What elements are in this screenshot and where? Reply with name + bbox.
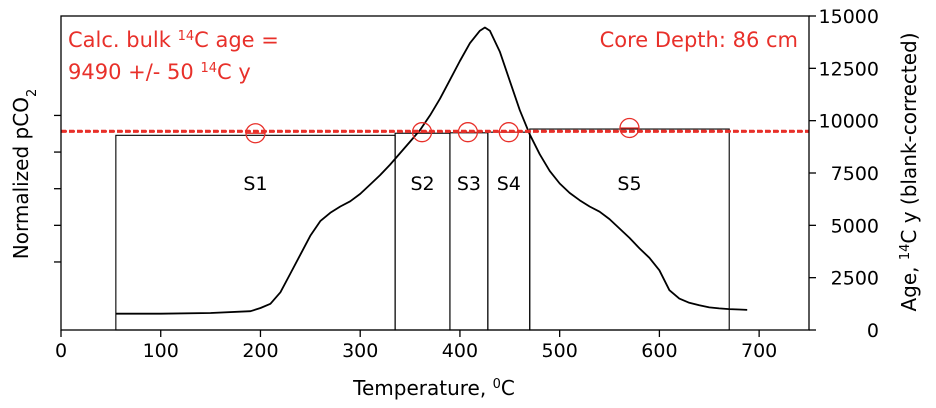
fraction-marker bbox=[619, 117, 640, 139]
bulk-age-annotation-line2: 9490 +/- 50 14C y bbox=[68, 60, 251, 84]
y-right-tick-label: 2500 bbox=[831, 268, 879, 290]
fraction-box bbox=[394, 132, 451, 331]
y-axis-right: 0 2500 5000 7500 10000 12500 15000 bbox=[809, 6, 879, 342]
fraction-label: S4 bbox=[497, 173, 521, 195]
fraction-label: S2 bbox=[410, 173, 434, 195]
x-axis-label: Temperature, 0C bbox=[352, 376, 515, 400]
fraction-labels: S1 S2 S3 S4 S5 bbox=[243, 173, 641, 195]
pco2-curve-layer bbox=[115, 26, 748, 315]
y-right-tick-label: 12500 bbox=[819, 58, 879, 80]
x-tick-label: 0 bbox=[55, 340, 67, 362]
y-right-tick-label: 7500 bbox=[831, 163, 879, 185]
y-axis-left bbox=[54, 114, 61, 263]
bulk-age-line-layer bbox=[61, 129, 809, 133]
x-tick-label: 100 bbox=[143, 340, 179, 362]
fraction-box bbox=[115, 134, 396, 331]
y-right-tick-label: 15000 bbox=[819, 6, 879, 28]
y-right-tick-label: 10000 bbox=[819, 111, 879, 133]
x-tick-label: 400 bbox=[442, 340, 478, 362]
y-axis-right-label: Age, 14C y (blank-corrected) bbox=[897, 32, 921, 311]
core-depth-annotation: Core Depth: 86 cm bbox=[600, 28, 798, 52]
x-axis: 0 100 200 300 400 500 600 700 bbox=[55, 330, 777, 362]
fraction-marker bbox=[498, 122, 519, 143]
fraction-marker bbox=[411, 122, 433, 143]
bulk-age-annotation-line1: Calc. bulk 14C age = bbox=[68, 28, 279, 52]
fraction-markers bbox=[245, 117, 640, 144]
fraction-box bbox=[487, 131, 531, 331]
fraction-box bbox=[449, 132, 489, 331]
x-tick-label: 600 bbox=[641, 340, 677, 362]
fraction-label: S5 bbox=[617, 173, 641, 195]
fraction-marker bbox=[457, 122, 479, 143]
y-right-tick-label: 0 bbox=[867, 320, 879, 342]
fraction-box bbox=[529, 128, 730, 331]
fraction-label: S3 bbox=[457, 173, 481, 195]
x-tick-label: 300 bbox=[342, 340, 378, 362]
y-right-tick-label: 5000 bbox=[831, 215, 879, 237]
x-tick-label: 200 bbox=[242, 340, 278, 362]
fraction-marker bbox=[245, 123, 266, 144]
fraction-label: S1 bbox=[243, 173, 267, 195]
y-axis-left-label: Normalized pCO2 bbox=[9, 89, 40, 259]
x-tick-label: 700 bbox=[741, 340, 777, 362]
x-tick-label: 500 bbox=[542, 340, 578, 362]
fraction-boxes bbox=[115, 128, 730, 331]
pco2-curve bbox=[115, 26, 748, 315]
